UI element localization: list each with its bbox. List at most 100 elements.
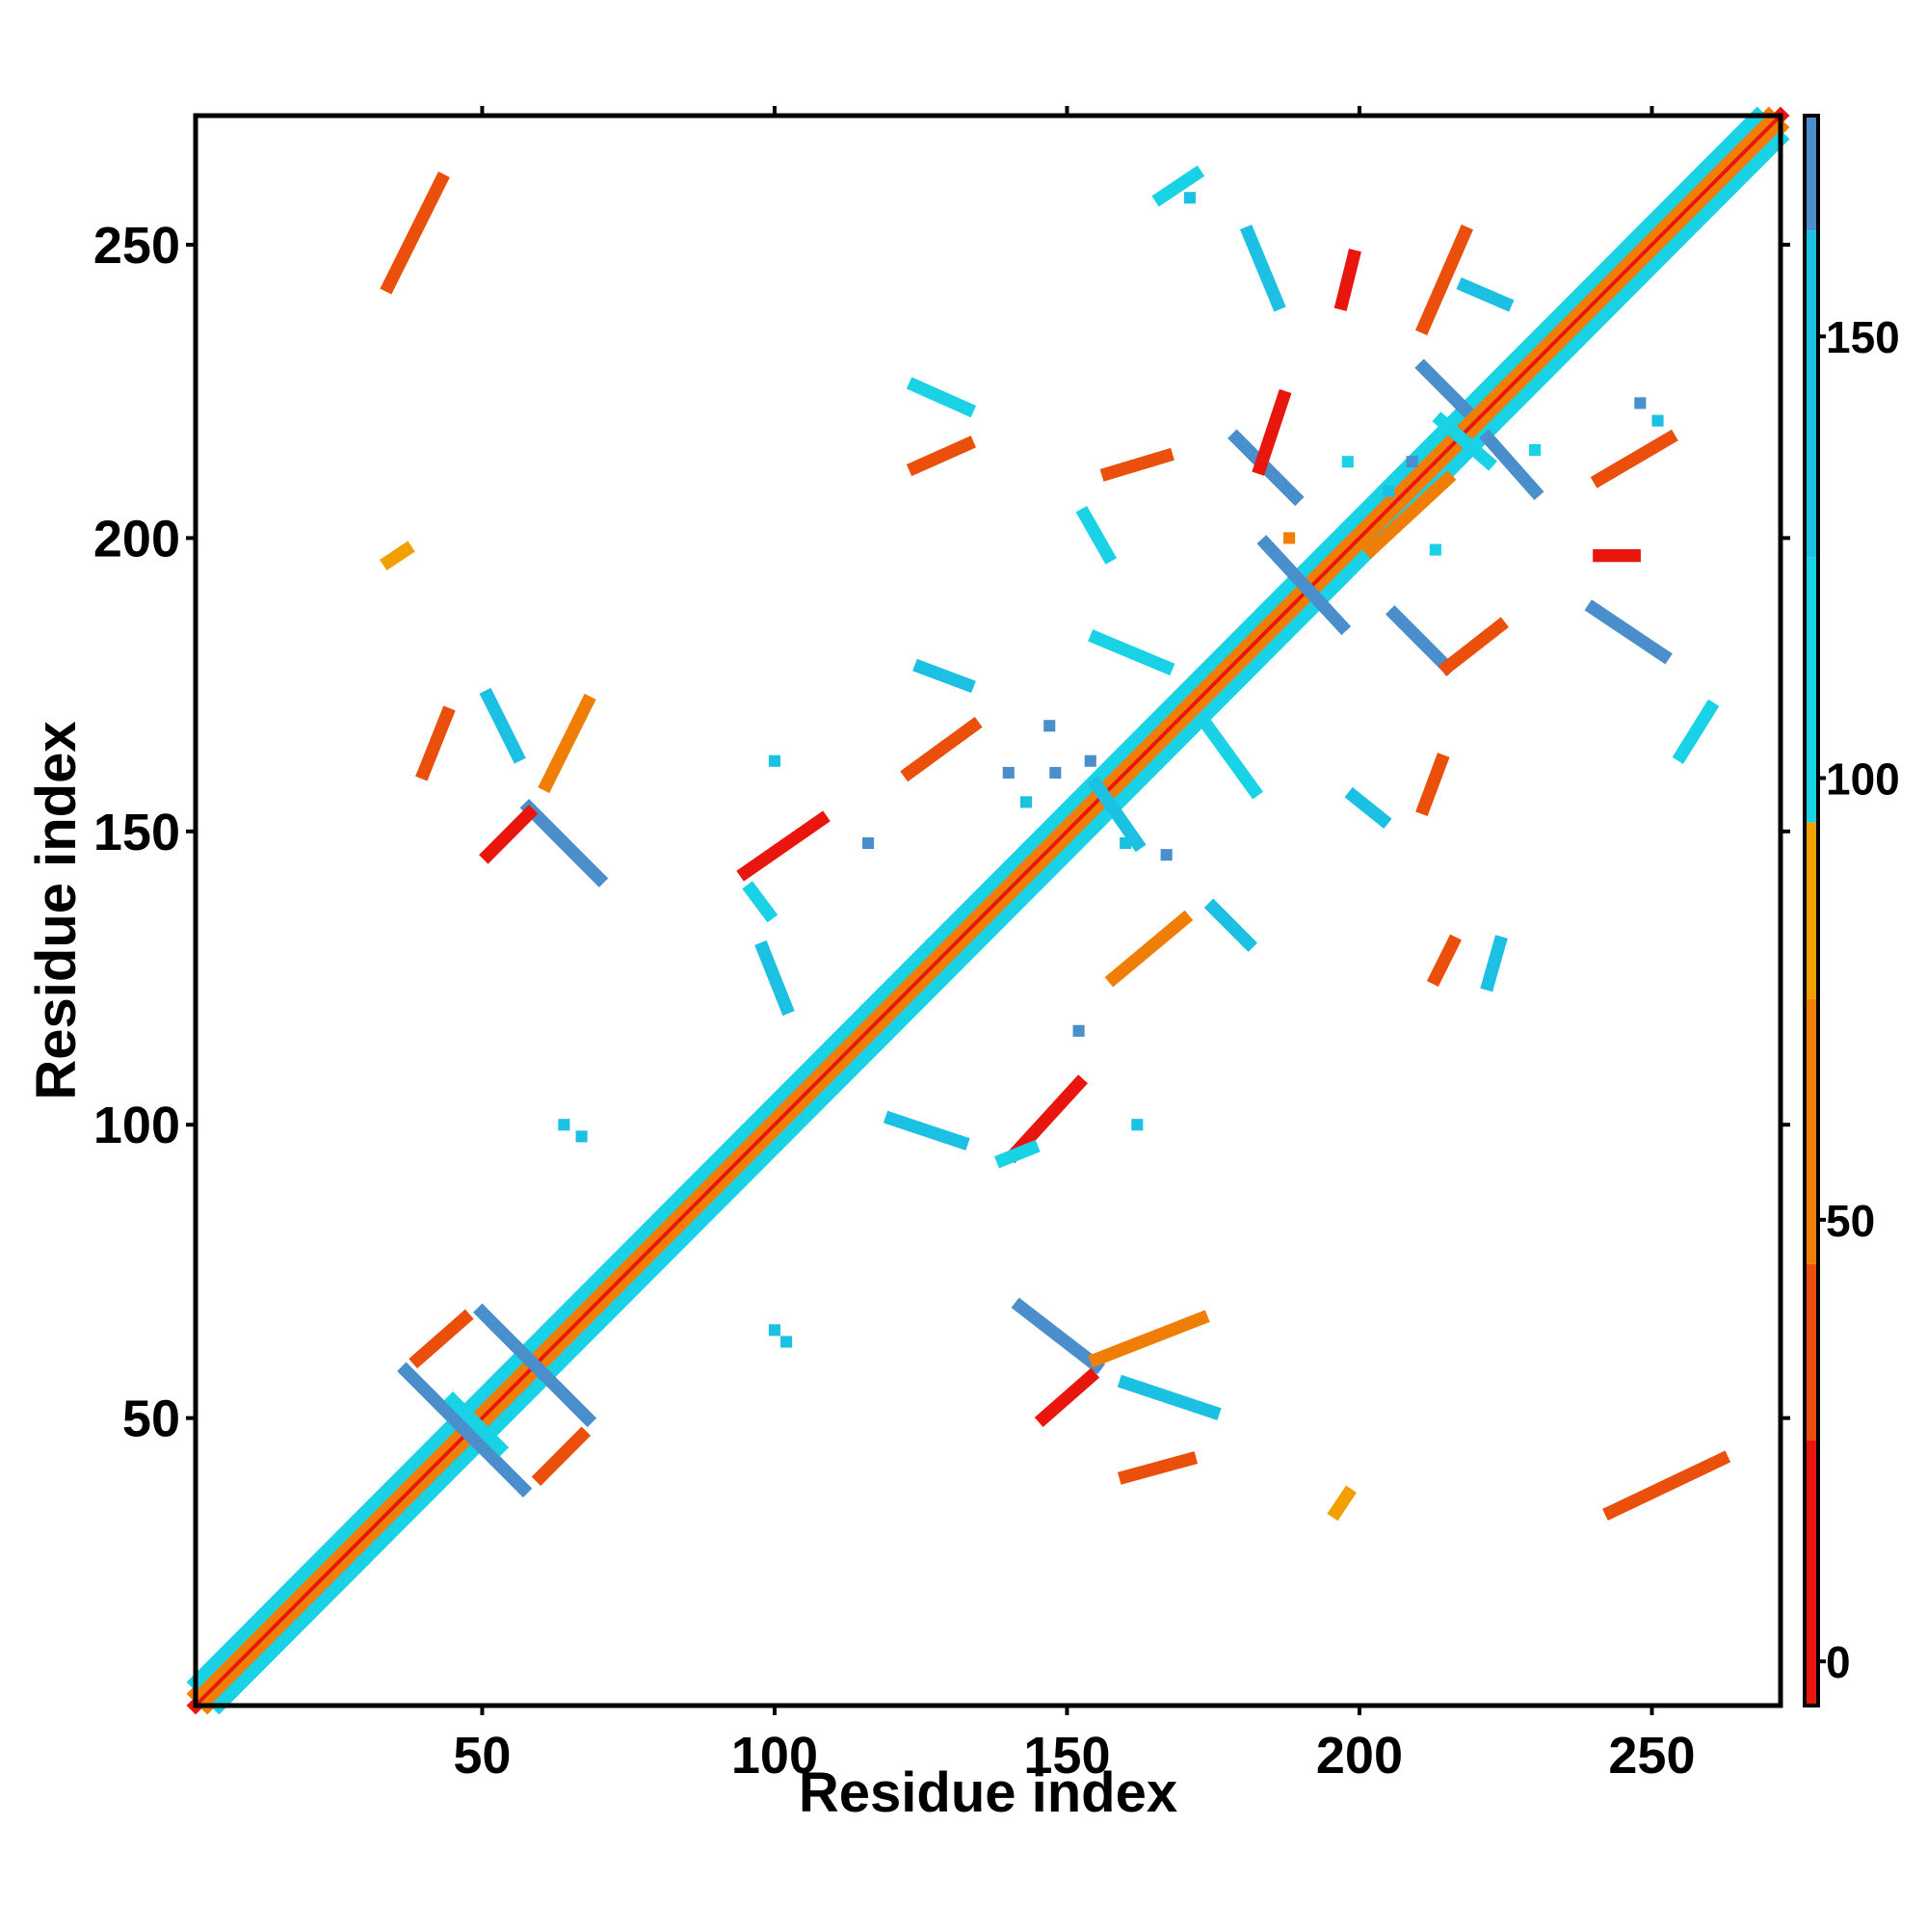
colorbar-bin [1805, 1441, 1818, 1706]
contact-cell [1406, 456, 1418, 468]
y-tick-label: 100 [93, 1097, 180, 1154]
contact-segment [415, 705, 456, 781]
contact-cell [1651, 414, 1664, 427]
contact-segment [742, 881, 779, 923]
x-tick-label: 100 [731, 1727, 818, 1785]
contact-segment [1252, 388, 1292, 476]
contact-segment [1602, 1450, 1731, 1521]
heatmap-cells [186, 106, 1790, 1715]
contact-segment [1479, 429, 1544, 501]
contact-segment [1104, 910, 1194, 988]
contact-cell [1120, 836, 1132, 850]
contact-segment [900, 716, 983, 782]
contact-cell [1383, 485, 1395, 497]
colorbar-frame [1803, 114, 1820, 1707]
contact-cell [768, 1324, 780, 1337]
x-tick-label: 200 [1316, 1727, 1403, 1785]
contact-cell [1084, 754, 1096, 767]
x-tick-label: 150 [1023, 1727, 1110, 1785]
contact-cell [1043, 720, 1056, 732]
x-tick-label: 50 [453, 1727, 511, 1785]
contact-segment [380, 541, 415, 570]
contact-segment [906, 436, 977, 477]
contact-segment [1117, 1374, 1222, 1420]
contact-segment [1672, 699, 1720, 764]
contact-cell [1183, 192, 1196, 204]
contact-segment [1584, 599, 1673, 665]
contact-segment [186, 106, 1779, 1704]
contact-segment [883, 1110, 970, 1151]
colorbar-bin [1805, 230, 1818, 558]
contact-segment [380, 172, 450, 295]
colorbar-bin [1805, 822, 1818, 999]
contact-segment [912, 658, 976, 694]
contact-segment [1005, 1074, 1088, 1164]
contact-cell [1049, 766, 1062, 779]
y-tick-label: 150 [93, 804, 180, 861]
contact-segment [1344, 786, 1392, 829]
contact-segment [198, 118, 1790, 1715]
y-tick-label: 50 [122, 1390, 180, 1448]
contact-segment [736, 810, 831, 882]
contact-segment [538, 693, 596, 794]
contact-segment [1385, 605, 1457, 676]
contact-segment [1088, 629, 1175, 676]
contact-segment [1088, 1310, 1210, 1368]
contact-segment [994, 1139, 1041, 1169]
contact-segment [1087, 775, 1147, 853]
contact-segment [1480, 935, 1508, 992]
contact-segment [1256, 535, 1352, 636]
contact-segment [1011, 1297, 1106, 1375]
contact-cell [768, 754, 780, 767]
contact-cell [1634, 397, 1647, 410]
contact-segment [479, 805, 539, 864]
colorbar-bin [1805, 998, 1818, 1264]
contact-cell [575, 1130, 588, 1143]
contact-segment [1361, 470, 1457, 559]
contact-segment [1075, 505, 1118, 565]
x-axis-label: Residue index [799, 1761, 1177, 1824]
contact-segment [1034, 1367, 1100, 1428]
contact-segment [1203, 898, 1258, 952]
colorbar: 0 50 100 150 [1803, 114, 1900, 1707]
y-axis-label: Residue index [25, 721, 88, 1099]
colorbar-tick-label: 150 [1826, 312, 1900, 362]
contact-cell [558, 1119, 570, 1131]
contact-segment [1327, 1485, 1358, 1522]
contact-cell [1019, 796, 1033, 808]
contact-segment [443, 1390, 510, 1457]
contact-segment [1117, 1451, 1199, 1485]
contact-segment [397, 1362, 533, 1498]
contact-segment [1099, 447, 1175, 482]
colorbar-tick-label: 0 [1826, 1637, 1851, 1687]
y-tick-label: 250 [93, 217, 180, 275]
contact-segment [1590, 429, 1678, 489]
colorbar-bin [1805, 557, 1818, 823]
contact-segment [754, 940, 795, 1017]
contact-segment [1438, 617, 1509, 676]
contact-segment [1456, 277, 1515, 312]
x-axis: 50 100 150 200 250 [453, 106, 1696, 1785]
colorbar-bin [1805, 116, 1818, 231]
y-tick-label: 200 [93, 510, 180, 568]
contact-cell [1002, 766, 1015, 779]
contact-cell [862, 836, 875, 850]
contact-cell [1283, 532, 1296, 544]
contact-cell [1341, 456, 1354, 468]
contact-segment [1426, 934, 1462, 987]
contact-segment [209, 129, 1790, 1715]
contact-segment [186, 106, 1790, 1715]
contact-segment [186, 106, 1767, 1692]
contact-segment [1333, 249, 1361, 311]
contact-cell [780, 1336, 793, 1348]
contact-cell [1072, 1024, 1085, 1037]
colorbar-bin [1805, 1263, 1818, 1441]
contact-cell [1131, 1119, 1144, 1131]
contact-cell [1429, 543, 1441, 556]
contact-cell [1160, 849, 1173, 861]
contact-segment [1239, 225, 1286, 312]
y-axis: 50 100 150 200 250 [93, 217, 1790, 1448]
contact-segment [479, 687, 526, 764]
